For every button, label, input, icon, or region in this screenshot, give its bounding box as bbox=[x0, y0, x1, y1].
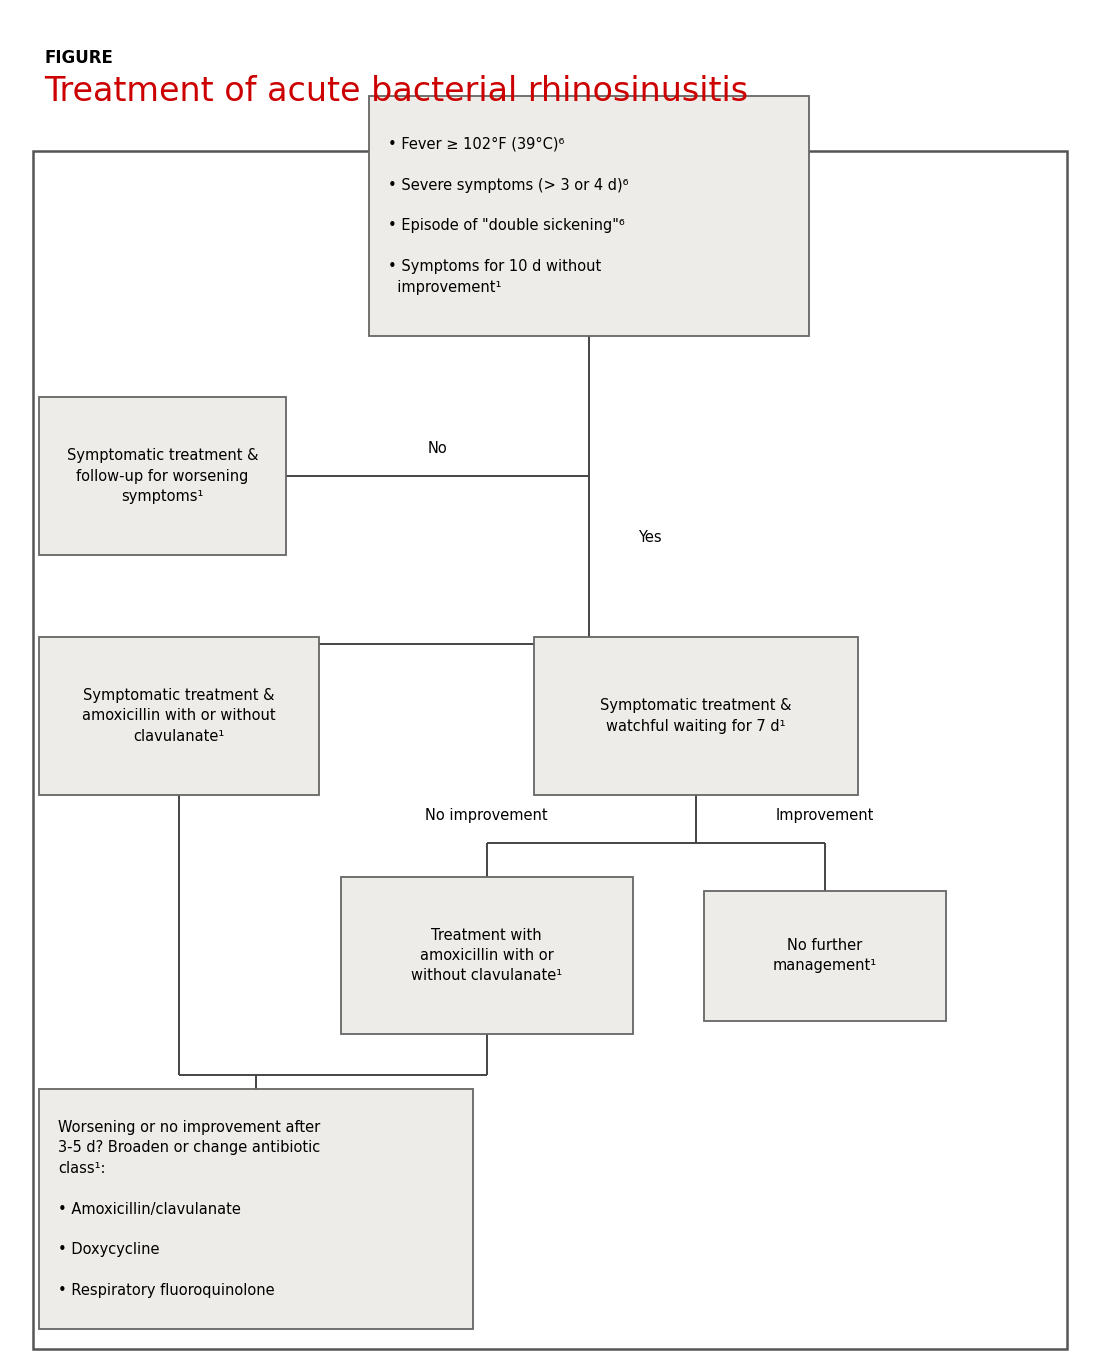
Text: No further
management¹: No further management¹ bbox=[773, 938, 877, 973]
FancyBboxPatch shape bbox=[39, 1089, 473, 1329]
FancyBboxPatch shape bbox=[341, 877, 632, 1034]
Text: Symptomatic treatment &
watchful waiting for 7 d¹: Symptomatic treatment & watchful waiting… bbox=[600, 699, 792, 733]
Text: Symptomatic treatment &
follow-up for worsening
symptoms¹: Symptomatic treatment & follow-up for wo… bbox=[66, 448, 258, 504]
Text: No: No bbox=[428, 441, 447, 456]
FancyBboxPatch shape bbox=[704, 890, 946, 1021]
Text: Yes: Yes bbox=[638, 530, 661, 545]
Text: Improvement: Improvement bbox=[776, 808, 875, 822]
Text: Worsening or no improvement after
3-5 d? Broaden or change antibiotic
class¹:

•: Worsening or no improvement after 3-5 d?… bbox=[58, 1119, 320, 1299]
Text: FIGURE: FIGURE bbox=[44, 49, 113, 67]
FancyBboxPatch shape bbox=[368, 96, 808, 336]
Text: No improvement: No improvement bbox=[426, 808, 548, 822]
Text: Treatment of acute bacterial rhinosinusitis: Treatment of acute bacterial rhinosinusi… bbox=[44, 75, 748, 108]
Text: Treatment with
amoxicillin with or
without clavulanate¹: Treatment with amoxicillin with or witho… bbox=[411, 927, 562, 984]
FancyBboxPatch shape bbox=[39, 637, 319, 795]
Text: • Fever ≥ 102°F (39°C)⁶

• Severe symptoms (> 3 or 4 d)⁶

• Episode of "double s: • Fever ≥ 102°F (39°C)⁶ • Severe symptom… bbox=[388, 137, 629, 295]
FancyBboxPatch shape bbox=[39, 397, 286, 555]
FancyBboxPatch shape bbox=[534, 637, 858, 795]
Text: Symptomatic treatment &
amoxicillin with or without
clavulanate¹: Symptomatic treatment & amoxicillin with… bbox=[81, 688, 276, 744]
FancyBboxPatch shape bbox=[33, 151, 1067, 1349]
